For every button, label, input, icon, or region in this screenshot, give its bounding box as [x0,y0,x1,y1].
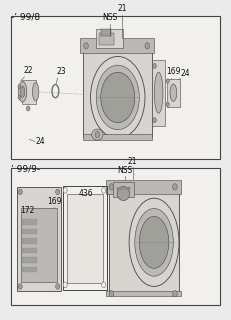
Text: 169: 169 [166,67,181,76]
Bar [22,257,37,263]
Text: 22: 22 [23,66,33,75]
Text: -’ 99/8: -’ 99/8 [11,12,40,21]
Bar [11,168,220,305]
Circle shape [173,184,177,190]
Circle shape [18,96,21,99]
Circle shape [84,43,88,49]
Text: 169: 169 [47,197,62,206]
Bar [126,187,127,190]
Ellipse shape [20,86,25,97]
Text: NSS: NSS [117,166,132,175]
Circle shape [95,132,100,138]
Ellipse shape [154,72,163,113]
Ellipse shape [135,208,173,276]
Ellipse shape [18,82,27,102]
Bar [99,33,114,44]
Ellipse shape [129,198,179,286]
Circle shape [153,117,156,123]
Circle shape [63,188,67,193]
Circle shape [166,79,169,83]
Circle shape [145,43,149,49]
Text: 24: 24 [36,137,45,146]
Bar [83,45,152,137]
Bar [128,187,130,190]
Ellipse shape [117,187,130,201]
Bar [22,229,37,235]
Circle shape [18,284,22,289]
Text: 21: 21 [128,157,137,166]
Ellipse shape [101,72,135,123]
Ellipse shape [92,129,103,140]
Bar [106,291,181,297]
Circle shape [26,106,30,111]
Bar [113,182,134,197]
Ellipse shape [96,65,139,130]
Circle shape [18,84,21,88]
Bar [120,187,121,190]
Circle shape [56,189,60,195]
Bar [22,238,37,244]
Circle shape [18,189,22,195]
Circle shape [102,282,106,288]
Text: NSS: NSS [102,13,117,22]
Bar [96,29,123,48]
Circle shape [63,282,67,288]
Text: 172: 172 [21,206,35,215]
Bar [152,60,165,126]
Circle shape [102,188,106,193]
Text: 21: 21 [118,4,127,13]
Bar [123,187,124,190]
Bar [22,80,36,104]
Ellipse shape [170,84,177,101]
Text: 24: 24 [181,69,190,78]
Circle shape [166,102,169,107]
Bar [63,186,107,290]
Bar [167,78,180,107]
Circle shape [109,291,114,297]
Circle shape [56,284,60,289]
Circle shape [109,184,114,190]
Circle shape [173,291,177,297]
Bar [11,16,220,159]
Bar [117,187,119,190]
Ellipse shape [91,57,145,138]
Bar [22,267,37,272]
Text: 23: 23 [57,67,66,76]
Bar [106,180,181,194]
Ellipse shape [139,216,169,268]
Bar [22,248,37,253]
Circle shape [153,63,156,68]
Bar [80,38,154,53]
Bar [17,187,61,291]
Bar [109,187,179,294]
Bar [83,134,152,140]
Text: ’ 99/9-: ’ 99/9- [11,164,40,173]
Bar [21,208,57,282]
Text: 436: 436 [79,188,93,198]
Bar [22,219,37,225]
Ellipse shape [33,83,39,101]
Bar [101,29,110,36]
Bar [67,195,103,283]
